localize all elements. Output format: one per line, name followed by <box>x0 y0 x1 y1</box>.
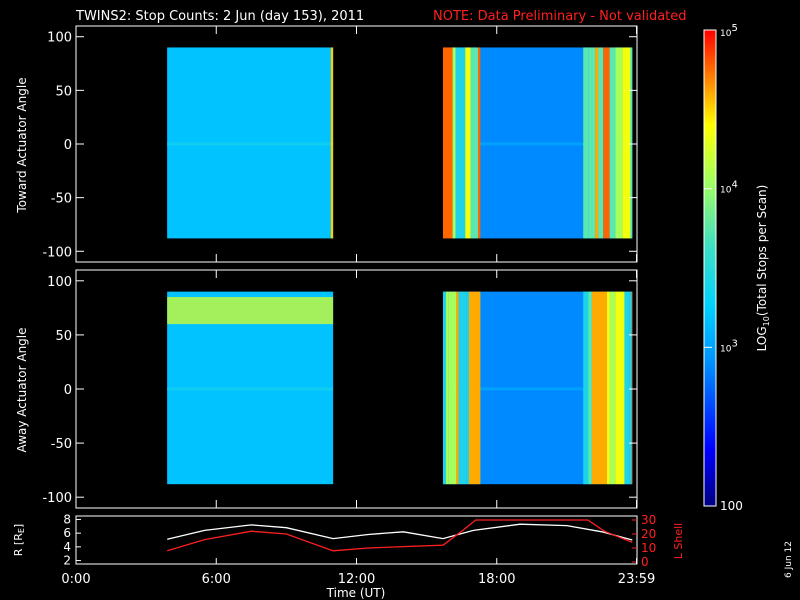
heatmap-column <box>595 47 599 239</box>
heatmap-column <box>446 291 449 485</box>
y-tick-label: -100 <box>42 491 72 506</box>
heatmap-band <box>167 297 334 325</box>
y-tick-label: 0 <box>64 383 72 398</box>
y-tick-label: 50 <box>55 84 72 99</box>
toward-heatmap <box>167 47 633 239</box>
r-tick-label: 2 <box>63 554 71 568</box>
colorbar-tick-label: 104 <box>720 180 738 196</box>
r-series-line <box>167 523 633 541</box>
y-tick-label: 50 <box>55 329 72 344</box>
time-tick-label: 23:59 <box>618 572 655 587</box>
lshell-tick-label: 0 <box>641 555 649 569</box>
heatmap-column <box>624 291 630 485</box>
away-ylabel: Away Actuator Angle <box>15 327 29 452</box>
lshell-tick-label: 20 <box>641 527 656 541</box>
heatmap-column <box>603 47 606 239</box>
heatmap-zero-band <box>167 142 334 146</box>
colorbar-tick-label: 103 <box>720 338 738 354</box>
heatmap-column <box>465 47 471 239</box>
lshell-series-line <box>167 519 633 552</box>
heatmap-column <box>448 291 457 485</box>
r-tick-label: 8 <box>63 512 71 526</box>
lshell-tick-label: 10 <box>641 541 656 555</box>
heatmap-zero-band <box>442 387 633 391</box>
heatmap-column <box>598 291 607 485</box>
chart-title: TWINS2: Stop Counts: 2 Jun (day 153), 20… <box>75 9 364 24</box>
heatmap-column <box>588 47 596 239</box>
away-heatmap <box>167 291 633 485</box>
away-axis: 100 50 0 -50 -100 <box>42 270 638 508</box>
heatmap-column <box>473 291 481 485</box>
toward-ylabel: Toward Actuator Angle <box>15 77 29 213</box>
preliminary-note: NOTE: Data Preliminary - Not validated <box>433 9 687 24</box>
time-axis-label: Time (UT) <box>326 586 386 600</box>
y-tick-label: 100 <box>47 275 72 290</box>
side-date: 6 Jun 12 <box>784 541 794 578</box>
colorbar <box>704 30 716 506</box>
heatmap-column <box>456 291 459 485</box>
colorbar-ticks: 105 104 103 100 <box>704 23 743 513</box>
heatmap-column <box>591 291 599 485</box>
colorbar-tick-label: 105 <box>720 23 738 39</box>
lshell-axis-label: L Shell <box>672 523 685 559</box>
heatmap-column <box>609 47 616 239</box>
r-axis-label: R [RE] <box>12 524 26 556</box>
lshell-tick-label: 30 <box>641 513 656 527</box>
heatmap-column <box>622 47 631 239</box>
time-tick-label: 12:00 <box>338 572 375 587</box>
heatmap-column <box>455 47 466 239</box>
heatmap-edge <box>330 47 334 239</box>
heatmap-column <box>615 47 623 239</box>
orbit-lines <box>167 519 633 552</box>
heatmap-column <box>583 291 589 485</box>
y-tick-label: 100 <box>47 31 72 46</box>
heatmap-column <box>609 291 616 485</box>
heatmap-column <box>458 291 467 485</box>
heatmap-column <box>442 291 447 485</box>
heatmap-column <box>615 291 625 485</box>
heatmap-column <box>468 291 474 485</box>
heatmap-column <box>452 47 456 239</box>
toward-axis: 100 50 0 -50 -100 <box>42 26 638 262</box>
heatmap-zero-band <box>442 142 633 146</box>
time-tick-label: 0:00 <box>61 572 90 587</box>
heatmap-column <box>605 47 610 239</box>
r-tick-label: 4 <box>63 540 71 554</box>
time-tick-label: 18:00 <box>478 572 515 587</box>
heatmap-column <box>631 291 633 485</box>
colorbar-label: LOG10(Total Stops per Scan) <box>755 185 771 352</box>
time-tick-label: 6:00 <box>202 572 231 587</box>
y-tick-label: 0 <box>64 138 72 153</box>
y-tick-label: -50 <box>51 192 72 207</box>
heatmap-column <box>583 47 589 239</box>
heatmap-column <box>470 47 479 239</box>
heatmap-zero-band <box>167 387 334 391</box>
orbit-panel-frame <box>75 515 638 565</box>
heatmap-column <box>466 291 469 485</box>
heatmap-column <box>478 47 481 239</box>
heatmap-column <box>442 47 453 239</box>
heatmap-column <box>598 47 604 239</box>
y-tick-label: -100 <box>42 245 72 260</box>
y-tick-label: -50 <box>51 437 72 452</box>
colorbar-tick-label: 100 <box>720 499 743 513</box>
heatmap-column <box>629 291 632 485</box>
heatmap-column <box>630 47 633 239</box>
heatmap-column <box>606 291 610 485</box>
r-tick-label: 6 <box>63 526 71 540</box>
heatmap-column <box>588 291 592 485</box>
